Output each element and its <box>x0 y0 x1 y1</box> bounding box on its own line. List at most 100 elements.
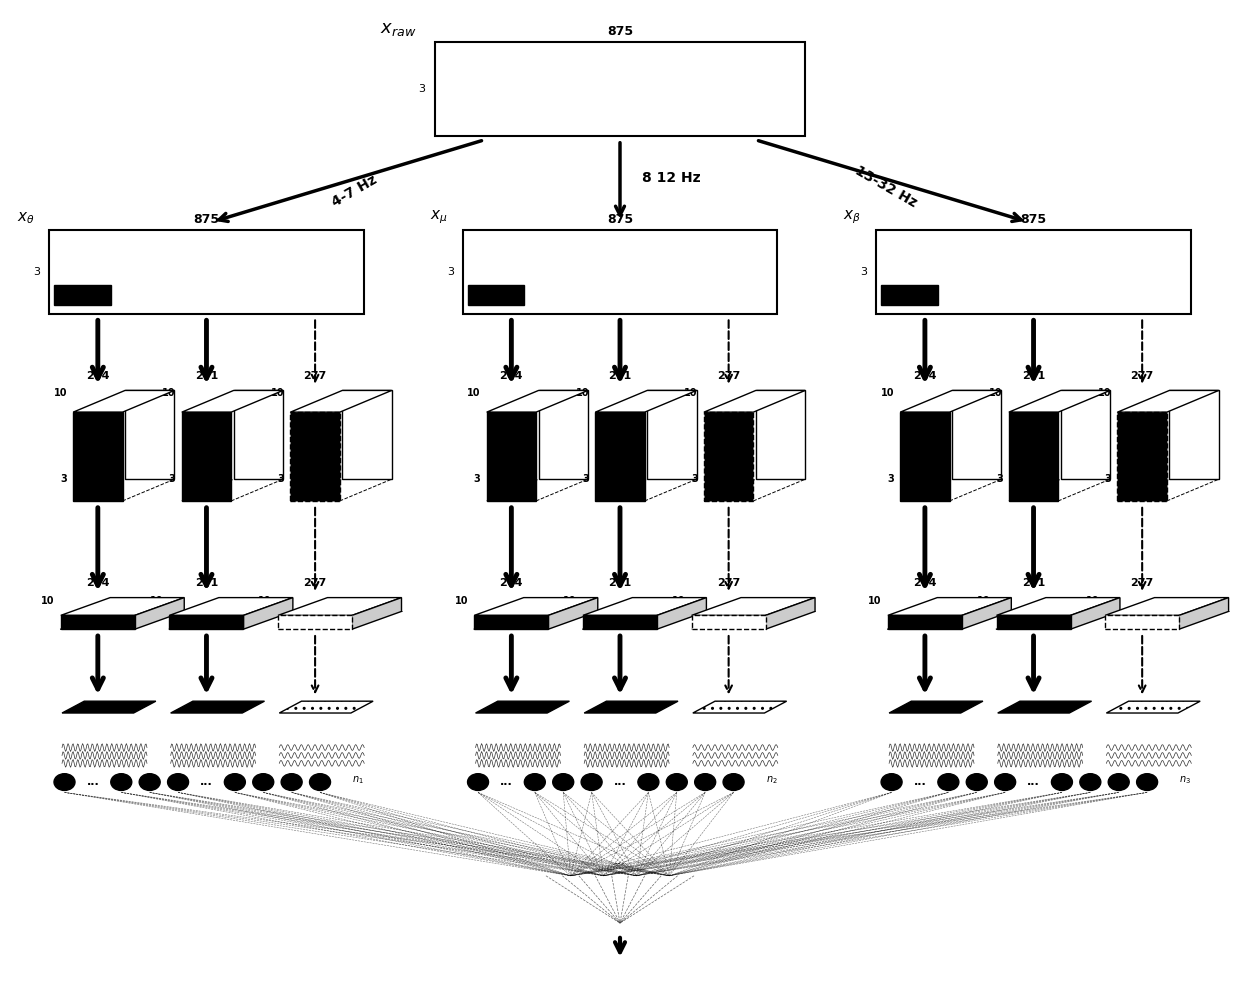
Bar <box>882 285 937 305</box>
Text: 10: 10 <box>467 389 481 399</box>
Polygon shape <box>1117 391 1219 412</box>
Polygon shape <box>657 597 707 629</box>
Polygon shape <box>290 391 392 412</box>
Circle shape <box>966 774 987 791</box>
Text: $x_{raw}$: $x_{raw}$ <box>379 20 417 39</box>
Bar <box>50 230 363 313</box>
Polygon shape <box>888 597 1012 615</box>
Bar <box>467 285 525 305</box>
Polygon shape <box>583 615 657 629</box>
Text: 277: 277 <box>1131 371 1153 381</box>
Text: ...: ... <box>500 777 513 787</box>
Polygon shape <box>290 412 340 501</box>
Text: 10: 10 <box>258 595 272 606</box>
Text: 264: 264 <box>500 371 523 381</box>
Text: 10: 10 <box>1085 595 1099 606</box>
Text: 264: 264 <box>86 577 109 587</box>
Text: 277: 277 <box>304 577 326 587</box>
Text: 277: 277 <box>717 577 740 587</box>
Text: 4-7 Hz: 4-7 Hz <box>330 173 379 210</box>
Circle shape <box>253 774 274 791</box>
Circle shape <box>1080 774 1101 791</box>
Polygon shape <box>352 597 402 629</box>
Polygon shape <box>888 615 962 629</box>
Polygon shape <box>900 391 1002 412</box>
Bar <box>877 230 1190 313</box>
Polygon shape <box>997 597 1120 615</box>
Text: $x_{\beta}$: $x_{\beta}$ <box>843 208 862 226</box>
Polygon shape <box>962 597 1012 629</box>
Text: 3: 3 <box>418 84 425 94</box>
Polygon shape <box>233 391 283 479</box>
Polygon shape <box>342 391 392 479</box>
Polygon shape <box>73 391 175 412</box>
Polygon shape <box>595 412 645 501</box>
Text: 3: 3 <box>996 474 1003 484</box>
Text: 10: 10 <box>880 389 894 399</box>
Text: ...: ... <box>614 777 626 787</box>
Polygon shape <box>1009 412 1058 501</box>
Bar <box>55 285 110 305</box>
Text: 277: 277 <box>304 371 326 381</box>
Circle shape <box>637 774 658 791</box>
Text: $n_2$: $n_2$ <box>765 774 777 786</box>
Text: ...: ... <box>200 777 213 787</box>
Bar <box>463 230 777 313</box>
Text: 10: 10 <box>672 595 686 606</box>
Polygon shape <box>538 391 588 479</box>
Text: 3: 3 <box>691 474 698 484</box>
Text: 10: 10 <box>575 389 589 399</box>
Polygon shape <box>1106 701 1200 713</box>
Circle shape <box>723 774 744 791</box>
Text: 10: 10 <box>563 595 577 606</box>
Circle shape <box>937 774 959 791</box>
Text: 10: 10 <box>868 595 882 606</box>
Circle shape <box>281 774 303 791</box>
Circle shape <box>694 774 715 791</box>
Text: ...: ... <box>87 777 99 787</box>
Text: 10: 10 <box>270 389 284 399</box>
Polygon shape <box>756 391 805 479</box>
Text: 8 12 Hz: 8 12 Hz <box>642 171 701 185</box>
Polygon shape <box>900 412 950 501</box>
Polygon shape <box>278 597 402 615</box>
Polygon shape <box>704 391 805 412</box>
Polygon shape <box>584 701 678 713</box>
Text: 264: 264 <box>86 371 109 381</box>
Text: 3: 3 <box>169 474 176 484</box>
Text: 10: 10 <box>990 389 1003 399</box>
Text: 13-32 Hz: 13-32 Hz <box>852 164 919 210</box>
Circle shape <box>1109 774 1130 791</box>
Text: ...: ... <box>1027 777 1040 787</box>
Bar <box>435 43 805 136</box>
Text: 3: 3 <box>474 474 481 484</box>
Text: 875: 875 <box>606 212 634 226</box>
Text: 3: 3 <box>446 267 454 277</box>
Text: 10: 10 <box>455 595 469 606</box>
Text: 3: 3 <box>1105 474 1111 484</box>
Circle shape <box>882 774 901 791</box>
Text: 10: 10 <box>162 389 176 399</box>
Circle shape <box>553 774 574 791</box>
Text: 3: 3 <box>583 474 589 484</box>
Polygon shape <box>997 615 1070 629</box>
Text: 271: 271 <box>195 577 218 587</box>
Text: 271: 271 <box>1022 371 1045 381</box>
Polygon shape <box>182 412 231 501</box>
Polygon shape <box>170 597 293 615</box>
Circle shape <box>224 774 246 791</box>
Text: 277: 277 <box>717 371 740 381</box>
Text: 10: 10 <box>684 389 698 399</box>
Circle shape <box>467 774 489 791</box>
Text: 10: 10 <box>41 595 55 606</box>
Text: 3: 3 <box>278 474 284 484</box>
Text: ...: ... <box>614 854 626 867</box>
Polygon shape <box>182 391 283 412</box>
Polygon shape <box>62 701 156 713</box>
Polygon shape <box>1060 391 1110 479</box>
Text: $n_1$: $n_1$ <box>352 774 363 786</box>
Circle shape <box>139 774 160 791</box>
Text: 10: 10 <box>53 389 67 399</box>
Polygon shape <box>61 597 185 615</box>
Polygon shape <box>765 597 815 629</box>
